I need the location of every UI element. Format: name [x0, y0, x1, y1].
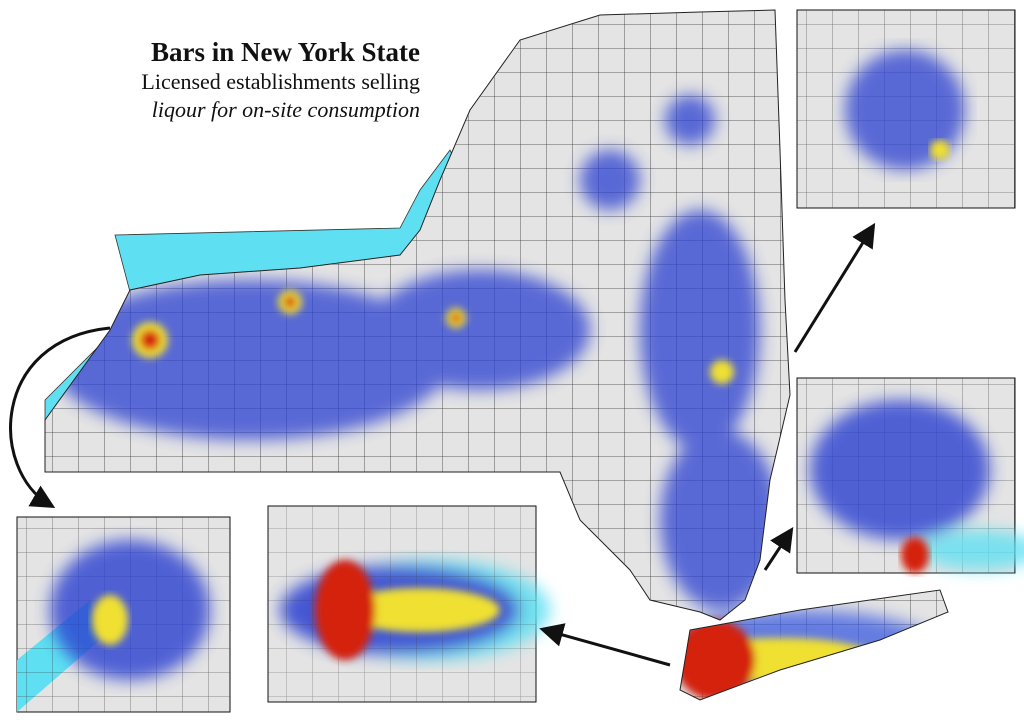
inset-nyc: [267, 505, 550, 703]
arrow-to-nyc-inset: [539, 623, 671, 667]
map-title-block: Bars in New York State Licensed establis…: [70, 36, 420, 124]
long-island-outline: [679, 589, 949, 701]
map-subtitle-line2: liqour for on-site consumption: [151, 97, 420, 122]
map-title: Bars in New York State: [151, 37, 420, 67]
state-outline: [44, 9, 791, 621]
callout-arrows: [9, 222, 876, 667]
arrow-to-hudson-inset: [763, 526, 794, 571]
inset-lower-hudson: [796, 377, 1024, 574]
arrow-to-albany-inset: [793, 222, 876, 353]
inset-buffalo: [16, 516, 231, 713]
map-subtitle-line1: Licensed establishments selling: [141, 69, 420, 94]
arrow-to-buffalo-inset: [9, 326, 111, 509]
inset-albany: [796, 9, 1016, 209]
